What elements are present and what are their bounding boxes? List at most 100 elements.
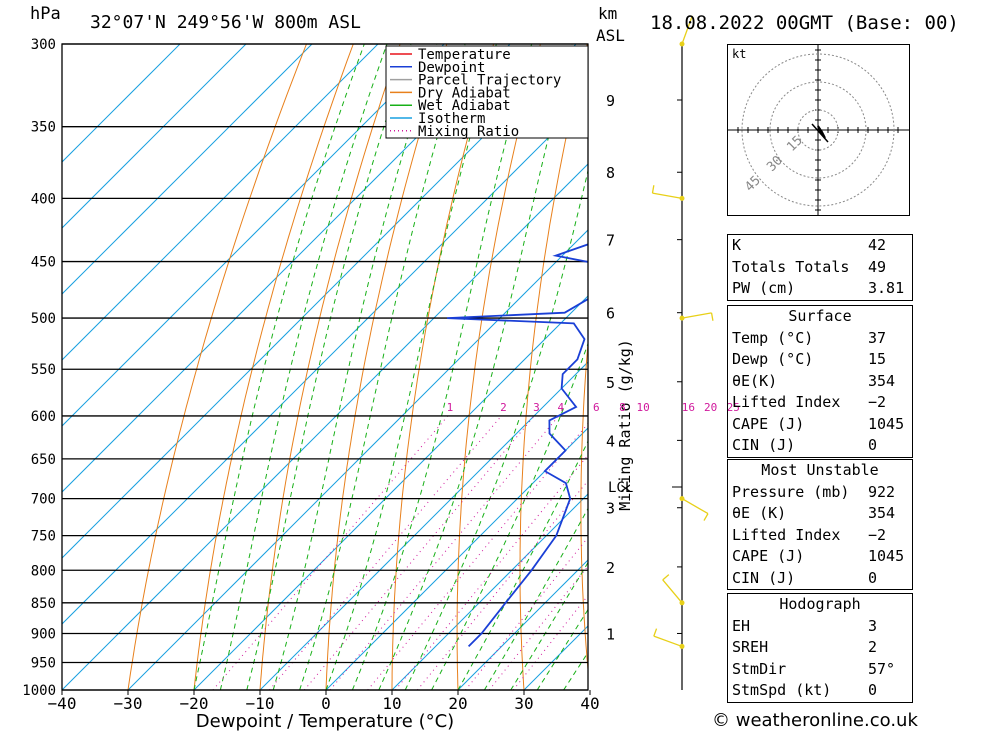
pressure-tick-label: 450 <box>31 255 56 271</box>
isotherm-line <box>325 427 588 690</box>
wet-adiabat-line <box>219 44 388 690</box>
mixing-ratio-label: 10 <box>637 401 650 414</box>
plot-frame <box>61 43 589 691</box>
wet-adiabat-line <box>351 44 533 690</box>
table-section-header: Surface <box>727 305 913 328</box>
location-title: 32°07'N 249°56'W 800m ASL <box>90 12 361 33</box>
wind-barb-flag <box>662 574 670 581</box>
index-label: EH <box>732 616 751 635</box>
index-value: 0 <box>868 568 878 587</box>
index-label: K <box>732 236 742 254</box>
mixing-ratio-label: 20 <box>704 401 717 414</box>
table-section-header: Hodograph <box>727 593 913 616</box>
hodograph-storm-vector <box>811 123 829 143</box>
wet-adiabat-line <box>457 440 588 690</box>
isotherm-line <box>62 44 445 427</box>
temp-tick-label: 30 <box>514 694 533 713</box>
table-row: EH 3 <box>728 616 913 638</box>
index-value: 1045 <box>868 547 905 565</box>
temp-tick-label: 20 <box>448 694 467 713</box>
index-label: Lifted Index <box>732 525 841 544</box>
index-value: 354 <box>868 504 896 522</box>
mixing-ratio-label: 2 <box>500 401 507 414</box>
pressure-tick-label: 350 <box>31 120 56 136</box>
isotherm-line <box>62 44 511 493</box>
table-row: CIN (J) 0 <box>728 568 913 590</box>
mixing-ratio-label: 16 <box>682 401 695 414</box>
index-value: −2 <box>868 525 887 544</box>
index-value: 37 <box>868 328 887 347</box>
section-title: Most Unstable <box>727 459 913 482</box>
dry-adiabat-line <box>456 44 541 690</box>
table-row: θE (K) 354 <box>728 503 913 525</box>
wet-adiabat-line <box>193 44 365 690</box>
pressure-tick-label: 850 <box>31 596 56 612</box>
table-row: θE(K) 354 <box>728 371 913 393</box>
table-row: PW (cm) 3.81 <box>728 278 913 300</box>
index-value: 922 <box>868 482 896 501</box>
legend-entry: Mixing Ratio <box>418 124 519 140</box>
wet-adiabat-line <box>431 342 588 690</box>
height-tick-label: 4 <box>606 432 615 450</box>
section-title: Surface <box>727 305 913 328</box>
dewpoint-line <box>447 243 588 648</box>
index-label: StmDir <box>732 659 787 678</box>
wet-adiabat-line <box>483 507 588 690</box>
height-tick-label: 7 <box>606 232 615 250</box>
table-row: Dewp (°C) 15 <box>728 349 913 371</box>
wind-barb-flag <box>710 312 714 321</box>
indices-general-table: K 42 Totals Totals 49 PW (cm) 3.81 <box>727 234 913 301</box>
pressure-tick-label: 1000 <box>22 683 56 699</box>
table-row: CAPE (J) 1045 <box>728 546 913 568</box>
table-row: Temp (°C) 37 <box>728 328 913 350</box>
index-label: CIN (J) <box>732 568 796 587</box>
index-value: 42 <box>868 236 887 254</box>
index-label: CIN (J) <box>732 436 796 454</box>
section-title: Hodograph <box>727 593 913 616</box>
hpa-label: hPa <box>30 4 61 24</box>
mixing-ratio-label: 8 <box>619 401 626 414</box>
wind-barb-flag <box>651 185 655 194</box>
pressure-tick-label: 700 <box>31 492 56 508</box>
wind-barb-staff <box>653 635 683 648</box>
index-value: 0 <box>868 436 878 454</box>
datetime-label: 18.08.2022 00GMT (Base: 00) <box>650 12 959 34</box>
dry-adiabat-line <box>325 44 448 690</box>
mixing-ratio-label: 4 <box>557 401 564 414</box>
height-tick-label: 8 <box>606 164 615 182</box>
legend-entry: Wet Adiabat <box>418 98 511 114</box>
hodograph-ring <box>769 81 867 179</box>
isotherm-line <box>391 493 588 690</box>
temp-tick-label: 10 <box>382 694 401 713</box>
index-label: θE(K) <box>732 371 778 390</box>
table-row: K 42 <box>728 235 913 257</box>
index-label: PW (cm) <box>732 279 796 297</box>
index-label: StmSpd (kt) <box>732 681 832 699</box>
wet-adiabat-line <box>404 168 588 690</box>
index-value: 3.81 <box>868 279 905 297</box>
mixing-ratio-label: 6 <box>593 401 600 414</box>
index-label: θE (K) <box>732 504 787 522</box>
temp-tick-label: −20 <box>180 694 209 713</box>
asl-label: ASL <box>596 26 625 45</box>
hodograph-ring <box>797 109 839 151</box>
index-value: 49 <box>868 257 887 276</box>
legend-box <box>385 45 589 139</box>
dry-adiabat-line <box>910 44 986 690</box>
pressure-tick-label: 750 <box>31 529 56 545</box>
pressure-tick-label: 650 <box>31 452 56 468</box>
mixing-ratio-label: 3 <box>533 401 540 414</box>
wind-barb-staff <box>681 312 712 319</box>
isotherm-line <box>62 97 588 625</box>
footer-copyright: © weatheronline.co.uk <box>712 710 918 731</box>
wind-barb-staff <box>681 15 693 45</box>
pressure-tick-label: 400 <box>31 191 56 207</box>
legend-entry: Dry Adiabat <box>418 85 511 101</box>
km-label: km <box>598 4 618 23</box>
wind-barb-staff <box>662 579 683 604</box>
table-row: Lifted Index −2 <box>728 525 913 547</box>
isotherm-line <box>457 559 588 690</box>
mixing-ratio-label: 1 <box>447 401 454 414</box>
index-value: 15 <box>868 350 887 368</box>
